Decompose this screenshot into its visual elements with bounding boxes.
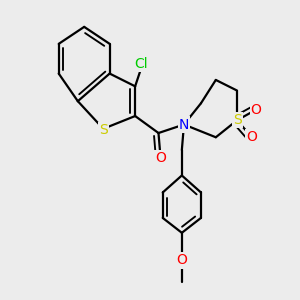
Text: O: O xyxy=(176,254,187,267)
Text: N: N xyxy=(179,118,189,131)
Text: O: O xyxy=(247,130,257,144)
Text: S: S xyxy=(99,123,108,137)
Text: Cl: Cl xyxy=(135,57,148,71)
Text: O: O xyxy=(155,152,166,166)
Text: O: O xyxy=(251,103,262,117)
Text: S: S xyxy=(233,113,242,127)
